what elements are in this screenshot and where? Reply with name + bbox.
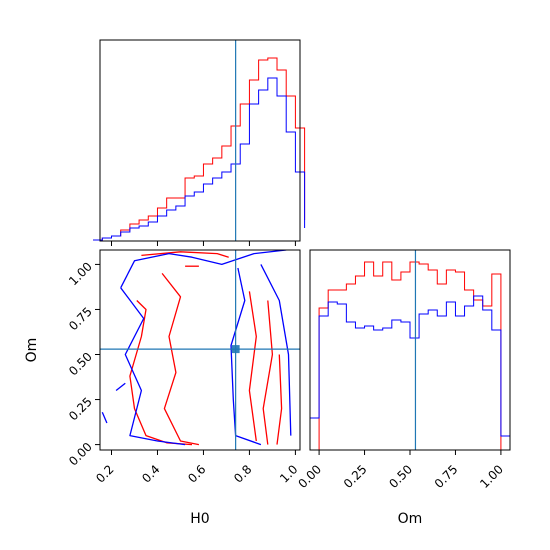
joint-frame (99, 249, 301, 451)
contour-series-1-6 (262, 300, 274, 445)
h0-marginal-ticks (110, 241, 296, 246)
contour-series-2-3 (230, 267, 262, 446)
contour-series-2-5 (115, 382, 126, 392)
contour-series-1-7 (276, 354, 283, 445)
om-histograms (310, 261, 510, 450)
truth-marker (231, 345, 240, 354)
h0-hist-series-2 (93, 77, 306, 241)
panel-h0-marginal (93, 39, 306, 246)
contour-series-2-1 (120, 250, 287, 289)
contour-series-1-4 (161, 272, 200, 446)
y-axis-label-om: Om (24, 338, 40, 363)
h0-hist-series-1 (93, 57, 306, 241)
joint-contours (101, 250, 292, 446)
contour-series-2-6 (101, 411, 108, 424)
panel-om-marginal: 0.00 0.25 0.50 0.75 1.00 Om (295, 249, 511, 527)
x-axis-label-h0: H0 (190, 511, 209, 527)
contour-series-1-1 (141, 251, 229, 258)
contour-series-2-4 (260, 264, 292, 436)
h0-histograms (93, 57, 306, 241)
h0-marginal-frame (99, 39, 301, 242)
joint-truth-lines (100, 250, 300, 450)
contour-series-1-5 (248, 291, 257, 442)
x-axis-label-om: Om (398, 511, 423, 527)
om-hist-series-2 (310, 295, 510, 450)
contour-series-2-2 (120, 287, 186, 446)
